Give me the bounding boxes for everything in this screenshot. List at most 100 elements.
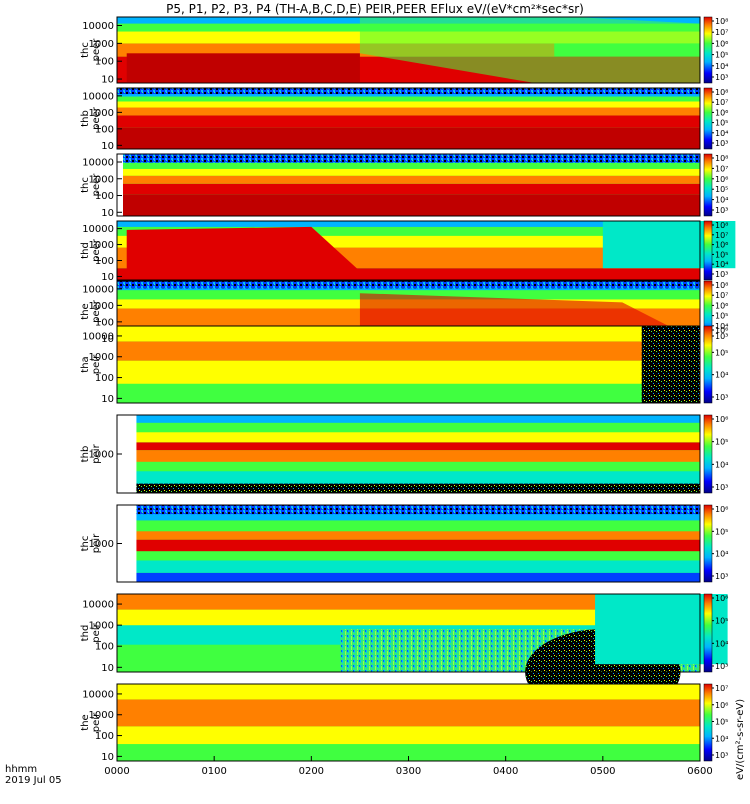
- spectrum-band: [117, 115, 700, 128]
- y-tick-label: 1000: [89, 450, 114, 461]
- colorbar-tick-label: 10⁵: [715, 250, 728, 259]
- colorbar-tick-label: 10⁵: [715, 119, 728, 128]
- spectrum-band: [117, 221, 700, 227]
- colorbar: [703, 87, 713, 150]
- colorbar: [703, 325, 713, 404]
- colorbar-tick-label: 10³: [715, 206, 728, 215]
- y-tick-label: 100: [95, 191, 114, 202]
- colorbar-tick-label: 10⁸: [715, 221, 728, 230]
- colorbar-tick-label: 10⁷: [715, 291, 728, 300]
- colorbar: [703, 220, 713, 281]
- colorbar-tick-label: 10⁵: [715, 312, 728, 321]
- y-tick-label: 10: [101, 141, 114, 152]
- spectrum-band: [117, 290, 700, 300]
- colorbar-tick-label: 10⁵: [715, 617, 728, 626]
- x-tick-labels: 0000 0100 0200 0300 0400 0500 0600: [104, 756, 713, 777]
- y-axis-label-probe: thb: [80, 110, 91, 127]
- spectrum-band: [117, 341, 700, 361]
- y-tick-label: 1000: [89, 621, 114, 632]
- y-tick-label: 10000: [82, 600, 114, 611]
- y-tick-label: 10: [101, 75, 114, 86]
- y-tick-label: 10000: [82, 91, 114, 102]
- colorbar-tick-label: 10⁴: [715, 371, 728, 380]
- colorbar-tick-label: 10⁵: [715, 348, 728, 357]
- colorbar-tick-label: 10⁷: [715, 684, 728, 693]
- spectrum-band: [117, 383, 700, 403]
- y-tick-label: 100: [95, 731, 114, 742]
- y-tick-label: 10: [101, 752, 114, 763]
- y-axis-label-probe: thd: [80, 242, 91, 259]
- y-axis-label-probe: the: [80, 303, 91, 319]
- y-axis-label-probe: thc: [80, 42, 91, 58]
- y-axis-label-product: peer: [91, 106, 102, 130]
- spectrum-band: [117, 360, 700, 384]
- colorbar-tick-label: 10³: [715, 73, 728, 82]
- y-tick-label: 10: [101, 272, 114, 283]
- y-axis-label-product: peer: [91, 238, 102, 262]
- y-tick-label: 100: [95, 256, 114, 267]
- panel-frame: [116, 153, 701, 217]
- x-tick-label: 0500: [590, 766, 615, 777]
- panel-frame: [116, 593, 701, 673]
- spectrum-band: [117, 450, 700, 462]
- y-tick-label: 1000: [89, 174, 114, 185]
- x-tick-label: 0200: [299, 766, 324, 777]
- colorbar-tick-label: 10⁵: [715, 51, 728, 60]
- spectrum-band: [117, 226, 700, 236]
- y-axis-label-product: peir: [91, 533, 102, 553]
- colorbar-tick-label: 10³: [715, 751, 728, 760]
- colorbar-tick-label: 10⁷: [715, 231, 728, 240]
- y-tick-label: 1000: [89, 301, 114, 312]
- spectrum-band: [117, 235, 700, 248]
- colorbar-tick-label: 10³: [715, 572, 728, 581]
- panel-8: 10 100 1000 10000 thd peir 10³ 10⁴ 10⁵ 10⁶: [80, 593, 728, 715]
- y-tick-label: 1000: [89, 108, 114, 119]
- colorbar-tick-label: 10⁴: [715, 196, 728, 205]
- panel-frame: [116, 87, 701, 150]
- y-axis-label-probe: the: [80, 714, 91, 730]
- colorbar-tick-label: 10⁸: [715, 17, 728, 26]
- y-axis-label-product: peer: [91, 299, 102, 323]
- colorbar-tick-label: 10⁶: [715, 415, 728, 424]
- x-axis-label-date: 2019 Jul 05: [5, 775, 62, 786]
- y-axis-label-product: peer: [91, 173, 102, 197]
- panel-frame: [116, 325, 701, 404]
- y-axis-label-probe: thc: [80, 536, 91, 552]
- y-tick-label: 100: [95, 124, 114, 135]
- panel-frame: [116, 16, 701, 84]
- y-axis-label-product: peer: [91, 38, 102, 62]
- colorbar-tick-label: 10³: [715, 332, 728, 341]
- x-axis-label-time: hhmm: [5, 764, 37, 775]
- spectrum-band: [117, 551, 700, 561]
- spectrum-band: [117, 442, 700, 451]
- colorbar-tick-label: 10⁸: [715, 88, 728, 97]
- y-tick-label: 10000: [82, 689, 114, 700]
- colorbar-tick-label: 10³: [715, 662, 728, 671]
- y-tick-label: 1000: [89, 710, 114, 721]
- y-tick-label: 10: [101, 334, 114, 345]
- y-axis-label-product: peir: [91, 712, 102, 732]
- spectrum-band: [117, 326, 700, 342]
- spectrum-band: [117, 594, 700, 610]
- spectrum-band: [117, 520, 700, 532]
- y-tick-label: 1000: [89, 539, 114, 550]
- colorbar-tick-label: 10⁷: [715, 98, 728, 107]
- spectrum-band: [117, 162, 700, 169]
- panel-9: 10 100 1000 10000 the peir 10³ 10⁴ 10⁵ 10⁶ 10⁷: [80, 683, 728, 763]
- spectrum-band: [117, 461, 700, 472]
- colorbar-tick-label: 10⁶: [715, 701, 728, 710]
- colorbar-tick-label: 10⁴: [715, 639, 728, 648]
- colorbar-tick-label: 10⁴: [715, 260, 728, 269]
- colorbar-unit-label: eV/(cm²-s-sr-eV): [735, 699, 746, 780]
- y-axis-label-probe: thb: [80, 446, 91, 463]
- colorbar-tick-label: 10⁸: [715, 154, 728, 163]
- y-tick-label: 1000: [89, 352, 114, 363]
- colorbar-tick-label: 10⁴: [715, 460, 728, 469]
- figure-title: P5, P1, P2, P3, P4 (TH-A,B,C,D,E) PEIR,P…: [166, 2, 584, 16]
- colorbar-tick-label: 10⁷: [715, 164, 728, 173]
